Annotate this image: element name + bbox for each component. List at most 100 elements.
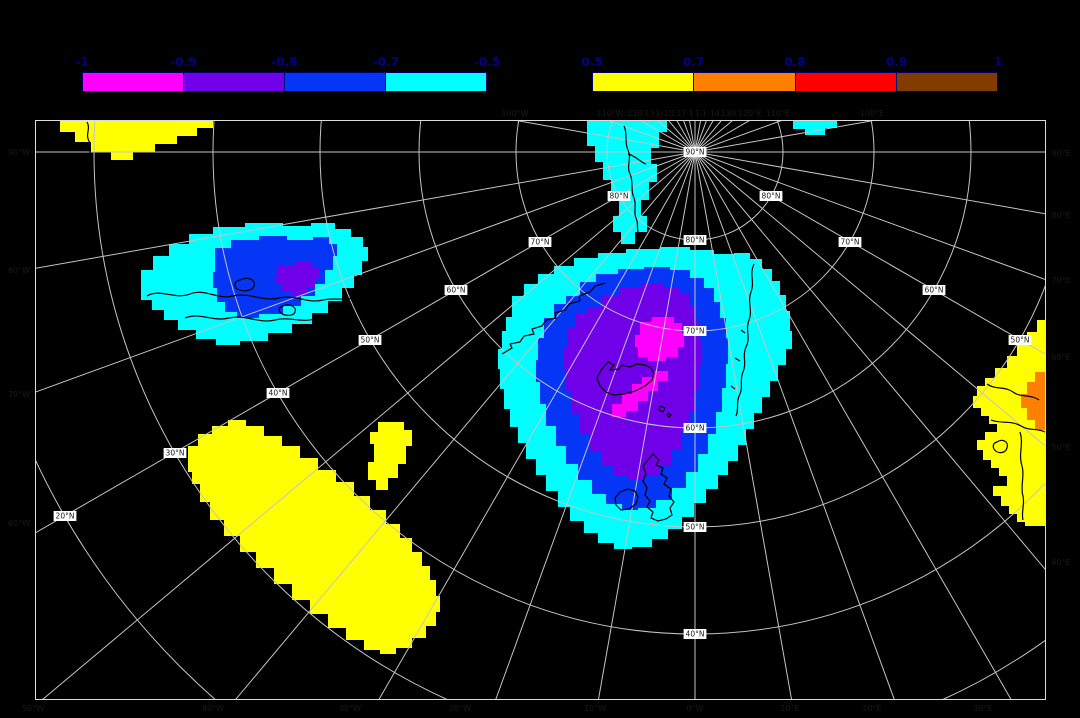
meridian--40 <box>234 151 696 700</box>
colorbar-positive-ticks: 0.5 0.7 0.8 0.9 1 <box>581 55 1002 72</box>
svg-text:70°N: 70°N <box>841 238 860 247</box>
lat-label-50N: 50°N <box>1008 335 1032 345</box>
svg-text:80°N: 80°N <box>610 192 629 201</box>
meridian-100 <box>694 121 874 153</box>
meridian-30 <box>694 151 1012 700</box>
svg-text:60°N: 60°N <box>686 424 705 433</box>
lat-label-80N: 80°N <box>607 191 631 201</box>
azores-positive-patch <box>368 422 412 490</box>
colorbar-negative-bar <box>82 72 487 92</box>
svg-text:30°E: 30°E <box>973 704 992 713</box>
lat-label-90N: 90°N <box>683 147 707 157</box>
coast-greenland-east <box>501 282 606 355</box>
coast-novaya-branch <box>627 153 647 165</box>
svg-text:10°E: 10°E <box>780 704 799 713</box>
coast-russia-north <box>986 383 1040 401</box>
coast-canada-mainland <box>146 291 358 302</box>
lat-label-60N: 60°N <box>683 423 707 433</box>
colorbar-tick-0.8: 0.8 <box>784 55 806 69</box>
coast-faroe <box>658 405 672 418</box>
bottom-label-0W: 0°W <box>685 703 705 713</box>
meridian-70 <box>694 151 1045 280</box>
svg-text:40°W: 40°W <box>202 704 224 713</box>
svg-text:130°E: 130°E <box>721 109 745 118</box>
meridian-150 <box>694 121 714 153</box>
meridian--20 <box>495 151 696 700</box>
bottom-label-50W: 50°W <box>21 703 45 713</box>
svg-text:90°N: 90°N <box>686 148 705 157</box>
meridian--50 <box>41 151 696 700</box>
svg-text:100°W: 100°W <box>501 109 528 118</box>
colorbar-tick-0.9: 0.9 <box>885 55 908 69</box>
data-regions <box>60 121 1045 654</box>
left-label-60W: 60°W <box>7 518 31 528</box>
svg-text:80°E: 80°E <box>1051 211 1070 220</box>
left-label-80W: 80°W <box>7 265 31 275</box>
colorbar-tick--0.8: -0.8 <box>271 55 298 69</box>
svg-text:20°E: 20°E <box>862 704 881 713</box>
colorbar-tick--0.9: -0.9 <box>170 55 197 69</box>
svg-text:120°W: 120°W <box>627 109 654 118</box>
right-label-40E: 40°E <box>1049 557 1073 567</box>
bottom-label-20W: 20°W <box>448 703 472 713</box>
colorbar-segment-1 <box>693 73 795 91</box>
coast-canada-south <box>184 315 318 322</box>
colorbar-tick--1: -1 <box>75 55 89 69</box>
colorbar-positive-bar <box>592 72 998 92</box>
colorbar-tick-0.7: 0.7 <box>682 55 705 69</box>
pole-right-cyan-patch <box>793 121 837 135</box>
top-label-100W: 100°W <box>501 108 529 118</box>
lat-label-30N: 30°N <box>163 448 187 458</box>
right-label-80E: 80°E <box>1049 210 1073 220</box>
svg-text:110°W: 110°W <box>596 109 623 118</box>
meridian--70 <box>35 151 696 393</box>
right-label-50E: 50°E <box>1049 442 1073 452</box>
svg-text:100°E: 100°E <box>860 109 884 118</box>
lat-label-70N: 70°N <box>838 237 862 247</box>
colorbar-negative: -1 -0.9 -0.8 -0.7 -0.5 <box>75 55 500 92</box>
meridian-50 <box>694 151 1045 447</box>
svg-text:40°N: 40°N <box>686 630 705 639</box>
meridian-80 <box>694 151 1045 215</box>
meridian-140 <box>694 121 722 153</box>
svg-text:60°N: 60°N <box>925 286 944 295</box>
lat-label-20N: 20°N <box>53 511 77 521</box>
svg-text:60°N: 60°N <box>447 286 466 295</box>
coast-russia-south <box>990 419 1045 433</box>
top-label-110W: 110°W <box>596 108 624 118</box>
top-label-120E: 120°E <box>736 108 764 118</box>
meridian-10 <box>694 151 793 700</box>
coast-russia-river <box>1019 431 1025 521</box>
left-label-70W: 70°W <box>7 389 31 399</box>
svg-text:70°E: 70°E <box>1051 276 1070 285</box>
bottom-label-10W: 10°W <box>583 703 607 713</box>
bottom-label-10E: 10°E <box>778 703 802 713</box>
beaufort-positive-patch <box>60 121 213 160</box>
lat-label-70N: 70°N <box>683 326 707 336</box>
colorbar-segment-3 <box>895 73 997 91</box>
svg-text:70°N: 70°N <box>531 238 550 247</box>
svg-text:20°N: 20°N <box>56 512 75 521</box>
colorbar-segment-2 <box>794 73 896 91</box>
svg-text:70°N: 70°N <box>686 327 705 336</box>
svg-text:50°W: 50°W <box>22 704 44 713</box>
coast-canada-lake1 <box>234 277 255 292</box>
meridian-60 <box>694 151 1045 355</box>
svg-text:50°N: 50°N <box>686 523 705 532</box>
right-label-60E: 60°E <box>1049 352 1073 362</box>
bottom-label-40W: 40°W <box>201 703 225 713</box>
meridian-110 <box>694 121 782 153</box>
coast-canada-lake2 <box>278 304 296 316</box>
colorbar-segment-2 <box>284 73 385 91</box>
meridian-120 <box>694 121 750 153</box>
meridian--80 <box>35 151 696 269</box>
meridian--10 <box>597 151 696 700</box>
colorbar-tick-0.5: 0.5 <box>581 55 603 69</box>
svg-text:30°W: 30°W <box>339 704 361 713</box>
lat-label-50N: 50°N <box>358 335 382 345</box>
north-atlantic-cell-magenta-core <box>635 317 684 361</box>
svg-text:90°W: 90°W <box>8 148 30 157</box>
right-label-70E: 70°E <box>1049 275 1073 285</box>
lat-label-70N: 70°N <box>528 237 552 247</box>
